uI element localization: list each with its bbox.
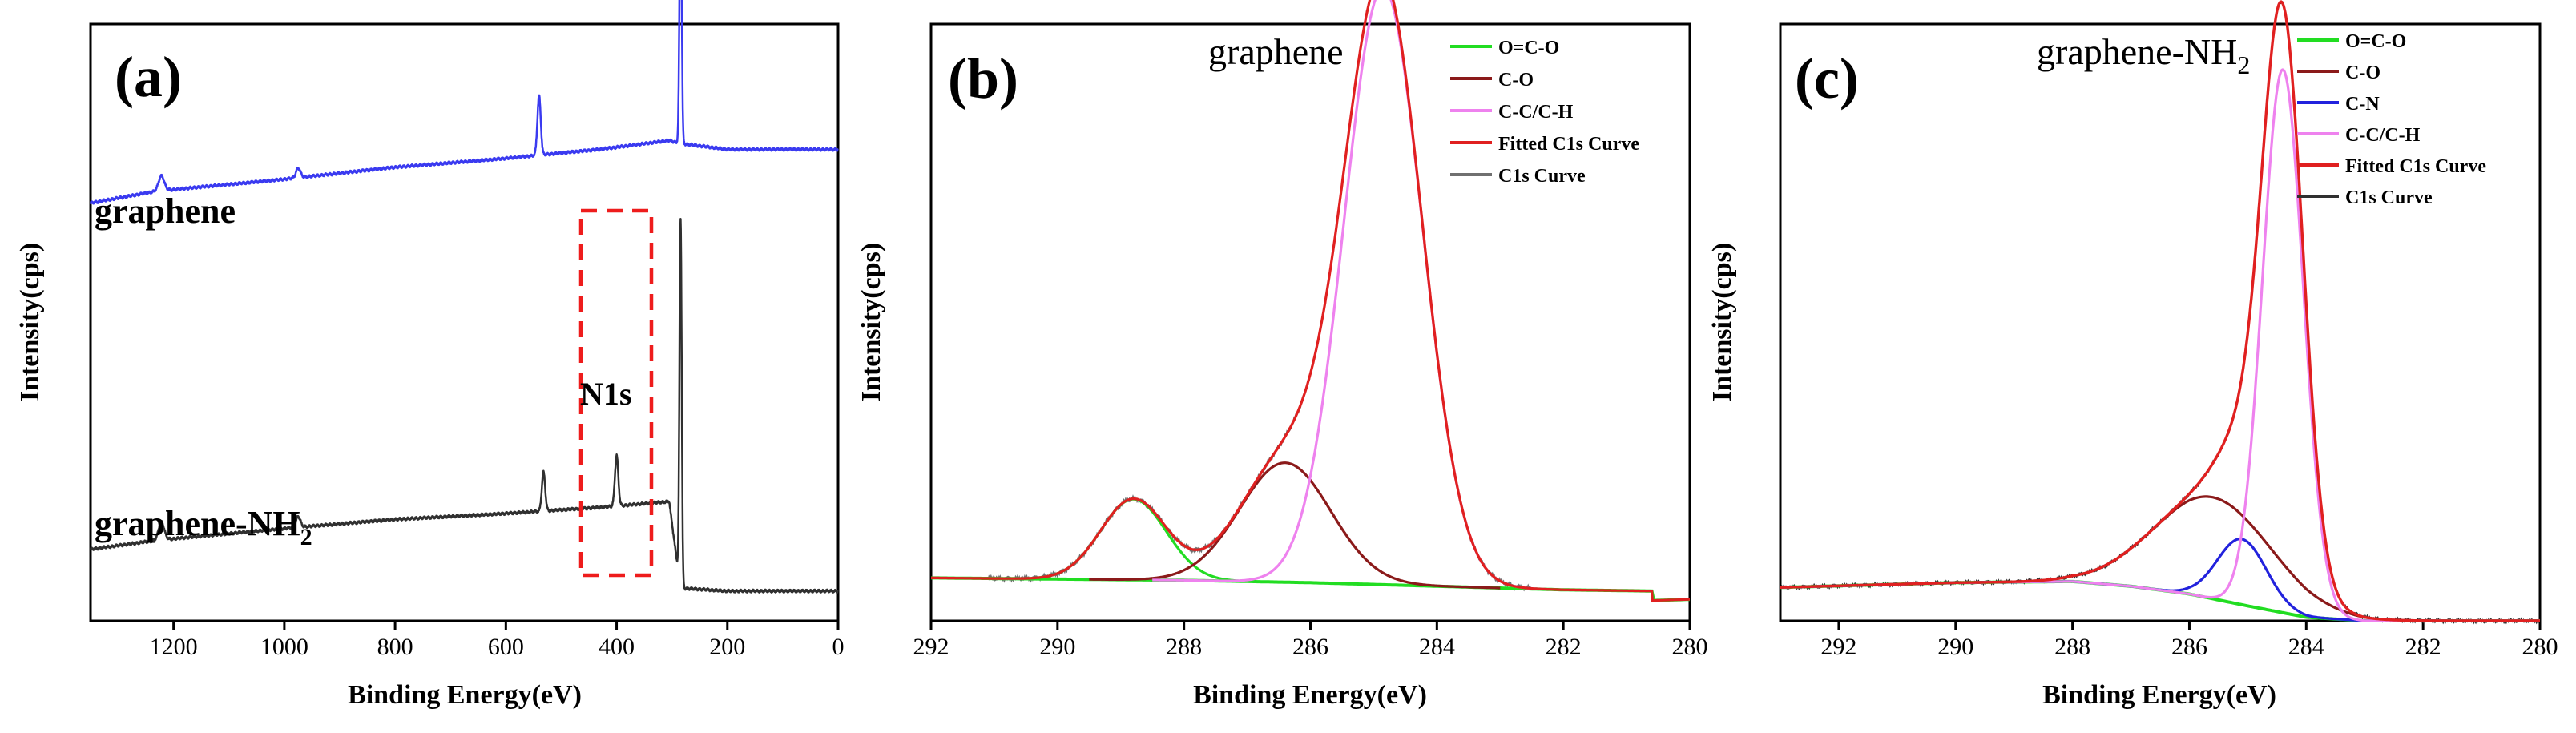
graphene-nh2-subscript: 2 bbox=[300, 524, 312, 550]
panel-c-title-main: graphene-NH bbox=[2037, 31, 2237, 72]
x-tick-label: 292 bbox=[913, 634, 949, 660]
legend-entry: C1s Curve bbox=[2345, 187, 2433, 208]
panel-b-graphene-c1s: 292 290 288 286 284 282 280 O=C-O C-O C-C/C-H Fit… bbox=[857, 0, 1708, 710]
fitted-c1s-line bbox=[931, 0, 1690, 602]
panel-b-title: graphene bbox=[1208, 31, 1344, 72]
x-tick-label: 284 bbox=[2288, 634, 2324, 660]
panel-a-y-axis-label: Intensity(cps) bbox=[15, 243, 45, 401]
panel-a-x-axis-label: Binding Energy(eV) bbox=[348, 680, 582, 710]
c1s-measured-line bbox=[987, 0, 1533, 592]
component-peak-line bbox=[931, 497, 1248, 583]
spectrum-line bbox=[90, 0, 839, 205]
x-tick-label: 280 bbox=[1672, 634, 1708, 660]
panel-b-plot-frame bbox=[929, 22, 1691, 622]
legend-entry: C-O bbox=[2345, 62, 2380, 83]
n1s-highlight-box bbox=[578, 208, 654, 578]
panel-b-x-axis-label: Binding Energy(eV) bbox=[1193, 680, 1427, 710]
panel-c-title-subscript: 2 bbox=[2237, 50, 2250, 79]
x-tick-label: 1200 bbox=[150, 634, 198, 660]
x-tick-label: 282 bbox=[2405, 634, 2441, 660]
graphene-nh2-main-text: graphene-NH bbox=[95, 504, 300, 543]
panel-c-series bbox=[1780, 0, 2541, 625]
n1s-label: N1s bbox=[580, 376, 631, 412]
panel-c-legend: O=C-O C-O C-N C-C/C-H Fitted C1s Curve C1s Cu… bbox=[2297, 31, 2486, 208]
panel-c-y-axis-label: Intensity(cps) bbox=[1707, 243, 1737, 401]
x-tick-label: 288 bbox=[1166, 634, 1202, 660]
panel-c-x-ticks: 292 290 288 286 284 282 280 bbox=[1820, 621, 2558, 660]
x-tick-label: 200 bbox=[709, 634, 745, 660]
legend-entry: C-C/C-H bbox=[1498, 102, 1574, 123]
panel-a-plot-frame bbox=[89, 22, 840, 622]
panel-a-series bbox=[90, 0, 839, 594]
x-tick-label: 284 bbox=[1419, 634, 1455, 660]
fitted-c1s-line bbox=[1780, 0, 2540, 622]
panel-b-y-axis-label: Intensity(cps) bbox=[857, 243, 886, 401]
x-tick-label: 280 bbox=[2522, 634, 2558, 660]
panel-c-title: graphene-NH2 bbox=[2037, 31, 2250, 79]
x-tick-label: 286 bbox=[2171, 634, 2207, 660]
x-tick-label: 288 bbox=[2054, 634, 2090, 660]
x-tick-label: 400 bbox=[599, 634, 635, 660]
panel-b-legend: O=C-O C-O C-C/C-H Fitted C1s Curve C1s Curve bbox=[1450, 38, 1639, 187]
graphene-nh2-series-label: graphene-NH2 bbox=[95, 504, 312, 550]
panel-a-label: (a) bbox=[115, 45, 182, 109]
component-peak-line bbox=[1780, 495, 2540, 622]
legend-entry: Fitted C1s Curve bbox=[2345, 156, 2486, 177]
panel-c-plot-frame bbox=[1779, 22, 2542, 622]
spectrum-line bbox=[90, 218, 839, 594]
component-peak-line bbox=[1089, 461, 1501, 590]
legend-entry: C1s Curve bbox=[1498, 166, 1586, 187]
panel-b-label: (b) bbox=[948, 46, 1018, 111]
component-peak-line bbox=[1780, 538, 2540, 622]
panel-c-x-axis-label: Binding Energy(eV) bbox=[2042, 680, 2276, 710]
panel-a-x-ticks: 1200 1000 800 600 400 200 0 bbox=[150, 621, 845, 660]
panel-c-graphene-nh2-c1s: 292 290 288 286 284 282 280 O=C-O C-O C-N C-C/C-H… bbox=[1707, 0, 2558, 710]
panel-a-survey: 1200 1000 800 600 400 200 0 N1s (a) graphene g… bbox=[15, 0, 845, 710]
x-tick-label: 282 bbox=[1546, 634, 1582, 660]
panel-b-series bbox=[931, 0, 1691, 602]
graphene-series-label: graphene bbox=[95, 191, 236, 231]
x-tick-label: 292 bbox=[1820, 634, 1856, 660]
legend-entry: O=C-O bbox=[1498, 38, 1559, 58]
x-tick-label: 1000 bbox=[260, 634, 308, 660]
panel-c-label: (c) bbox=[1795, 46, 1859, 111]
background-line bbox=[1780, 579, 2540, 622]
x-tick-label: 286 bbox=[1292, 634, 1328, 660]
c1s-measured-line bbox=[1780, 0, 2541, 625]
x-tick-label: 0 bbox=[832, 634, 845, 660]
legend-entry: O=C-O bbox=[2345, 31, 2406, 52]
legend-entry: C-C/C-H bbox=[2345, 125, 2421, 146]
component-peak-line bbox=[1152, 0, 1545, 590]
x-tick-label: 290 bbox=[1937, 634, 1973, 660]
legend-entry: C-O bbox=[1498, 70, 1534, 91]
x-tick-label: 800 bbox=[377, 634, 413, 660]
component-peak-line bbox=[1780, 68, 2540, 622]
legend-entry: Fitted C1s Curve bbox=[1498, 134, 1639, 155]
panel-b-x-ticks: 292 290 288 286 284 282 280 bbox=[913, 621, 1708, 660]
x-tick-label: 290 bbox=[1039, 634, 1075, 660]
legend-entry: C-N bbox=[2345, 94, 2380, 115]
x-tick-label: 600 bbox=[488, 634, 524, 660]
